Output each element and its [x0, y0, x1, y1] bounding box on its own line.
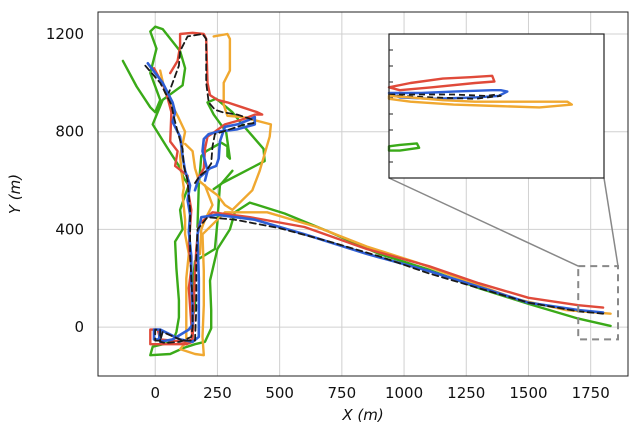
plot-frame [97, 11, 629, 377]
inset-connectors [388, 177, 619, 267]
inset-orange-trajectory [387, 94, 573, 109]
x-tick-label: 750 [328, 384, 357, 402]
inset-red-trajectory [387, 74, 496, 92]
green-trajectory [121, 25, 612, 357]
x-tick-label: 1250 [447, 384, 485, 402]
red-trajectory [149, 67, 605, 346]
tick-labels: 0 250 500 750 1000 1250 1500 1750 0 400 800 1200 [46, 25, 610, 402]
y-tick-label: 400 [55, 220, 84, 238]
ground-truth-trajectory [144, 64, 604, 344]
x-tick-label: 500 [265, 384, 294, 402]
zoom-region-box [577, 265, 619, 341]
connector-line [388, 177, 579, 267]
y-tick-label: 1200 [46, 25, 84, 43]
blue-trajectory [193, 115, 257, 192]
orange-trajectory [159, 69, 612, 357]
y-tick-label: 0 [74, 318, 84, 336]
y-tick-label: 800 [55, 123, 84, 141]
connector-line [603, 177, 619, 267]
x-tick-label: 250 [203, 384, 232, 402]
x-axis-label: X (m) [341, 406, 383, 424]
series-layer [121, 25, 612, 357]
ground-truth-trajectory [168, 33, 255, 184]
inset-frame [388, 33, 605, 179]
x-tick-label: 1000 [385, 384, 423, 402]
orange-trajectory [183, 32, 273, 212]
x-tick-label: 1750 [572, 384, 610, 402]
y-axis-label: Y (m) [6, 174, 24, 214]
x-tick-label: 0 [150, 384, 160, 402]
x-tick-label: 1500 [509, 384, 547, 402]
